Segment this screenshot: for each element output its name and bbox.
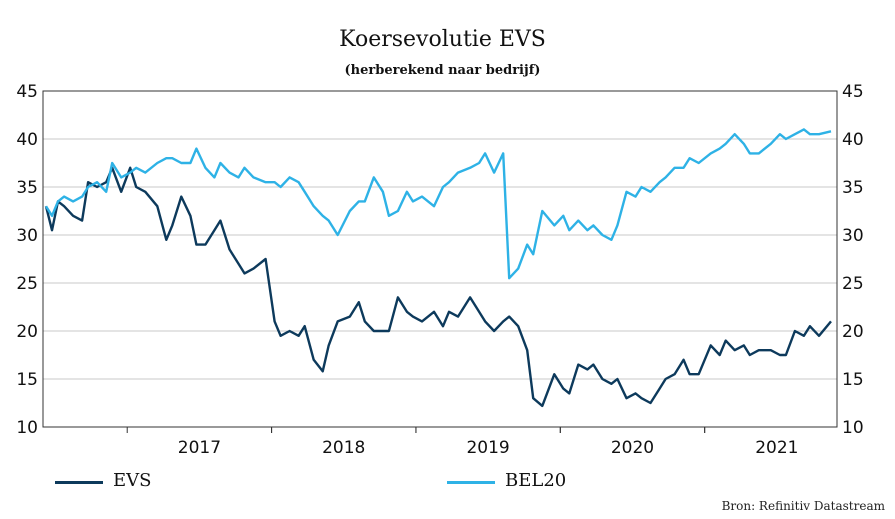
y-tick-label-left: 45	[16, 82, 38, 102]
y-tick-label-left: 40	[16, 130, 38, 150]
x-tick-label: 2019	[466, 438, 509, 458]
chart-title: Koersevolutie EVS	[339, 27, 546, 52]
y-tick-label-right: 10	[842, 418, 864, 438]
x-tick-label: 2020	[611, 438, 654, 458]
y-tick-label-right: 45	[842, 82, 864, 102]
legend-swatch-evs	[55, 481, 103, 484]
x-tick-label: 2017	[178, 438, 221, 458]
y-tick-label-left: 15	[16, 370, 38, 390]
y-tick-label-right: 30	[842, 226, 864, 246]
y-tick-label-right: 25	[842, 274, 864, 294]
y-tick-label-left: 10	[16, 418, 38, 438]
x-tick-label: 2018	[322, 438, 365, 458]
series	[44, 128, 832, 408]
chart-subtitle: (herberekend naar bedrijf)	[344, 63, 541, 78]
y-tick-label-left: 35	[16, 178, 38, 198]
gridlines	[43, 138, 837, 380]
y-axis-left: 10 15 20 25 30 35 40 45	[16, 82, 38, 438]
legend-label-evs: EVS	[113, 470, 152, 491]
series-line-bel20	[44, 128, 832, 280]
legend-label-bel20: BEL20	[505, 470, 567, 491]
y-tick-label-right: 20	[842, 322, 864, 342]
plot-frame	[42, 90, 838, 428]
y-tick-label-right: 15	[842, 370, 864, 390]
y-tick-label-right: 40	[842, 130, 864, 150]
x-tick-label: 2021	[755, 438, 798, 458]
y-tick-label-left: 25	[16, 274, 38, 294]
x-axis: 2017 2018 2019 2020 2021	[126, 427, 798, 458]
y-axis-right: 10 15 20 25 30 35 40 45	[842, 82, 864, 438]
series-line-evs	[44, 166, 832, 408]
y-tick-label-left: 20	[16, 322, 38, 342]
y-tick-label-right: 35	[842, 178, 864, 198]
line-chart: 2017 2018 2019 2020 2021 10 15 20 25 30 35 40 45 10…	[16, 82, 864, 458]
source-note: Bron: Refinitiv Datastream	[721, 499, 885, 513]
legend-swatch-bel20	[447, 481, 495, 484]
y-tick-label-left: 30	[16, 226, 38, 246]
